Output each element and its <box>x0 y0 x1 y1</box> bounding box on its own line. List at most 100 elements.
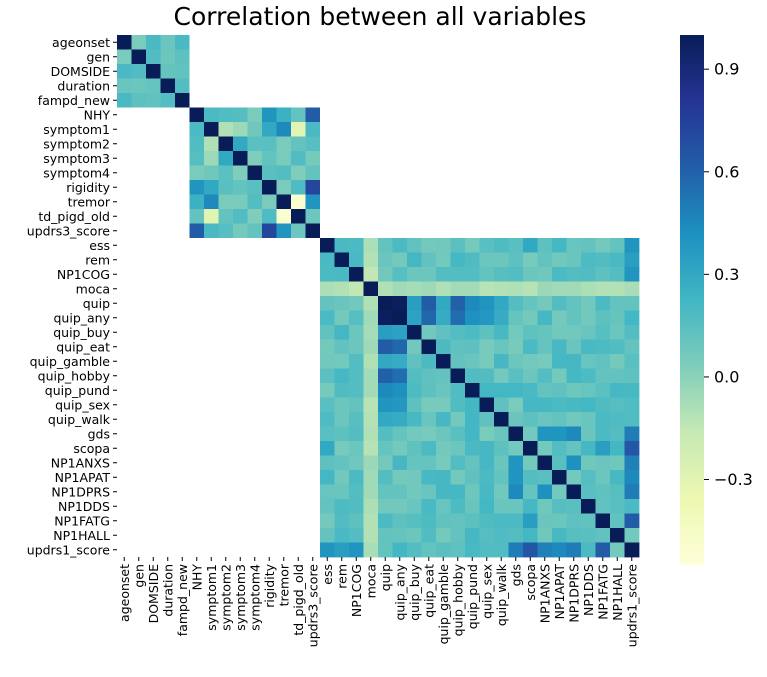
heatmap-cell <box>450 238 466 253</box>
heatmap-cell <box>175 252 190 268</box>
heatmap-cell <box>189 354 205 369</box>
heatmap-cell <box>218 223 234 239</box>
colorbar-tick-label: 0.9 <box>714 60 739 79</box>
heatmap-cell <box>552 354 567 369</box>
x-tick-label: updrs3_score <box>305 564 320 648</box>
heatmap-cell <box>624 223 640 239</box>
heatmap-cell <box>465 78 480 94</box>
heatmap-cell <box>175 441 190 456</box>
heatmap-cell <box>349 296 364 311</box>
heatmap-cell <box>160 412 176 427</box>
heatmap-cell <box>218 542 234 558</box>
heatmap-cell <box>349 281 364 297</box>
heatmap-cell <box>363 122 379 137</box>
heatmap-cell <box>160 397 176 413</box>
heatmap-cell <box>595 310 611 326</box>
heatmap-cell <box>291 339 306 355</box>
heatmap-cell <box>189 412 205 427</box>
heatmap-cell <box>175 383 190 398</box>
heatmap-cell <box>465 412 480 427</box>
heatmap-cell <box>508 223 524 239</box>
heatmap-cell <box>494 470 509 485</box>
heatmap-cell <box>552 180 567 195</box>
heatmap-cell <box>494 383 509 398</box>
heatmap-cell <box>305 107 321 123</box>
heatmap-cell <box>508 151 524 166</box>
heatmap-cell <box>610 267 625 282</box>
heatmap-cell <box>479 325 495 340</box>
heatmap-cell <box>421 151 437 166</box>
heatmap-cell <box>378 383 393 398</box>
heatmap-cell <box>595 441 611 456</box>
y-tick-label: rem <box>85 252 110 267</box>
heatmap-cell <box>160 107 176 123</box>
heatmap-cell <box>581 325 596 340</box>
x-tick-label: rem <box>334 564 349 589</box>
heatmap-cell <box>407 339 422 355</box>
heatmap-cell <box>421 513 437 529</box>
heatmap-cell <box>392 513 408 529</box>
x-tick-labels: ageonset gen DOMSIDE duration fampd_new NHY sy… <box>117 557 639 648</box>
heatmap-cell <box>276 325 292 340</box>
heatmap-cell <box>566 339 582 355</box>
heatmap-cell <box>595 180 611 195</box>
heatmap-cell <box>450 252 466 268</box>
heatmap-cell <box>349 64 364 79</box>
heatmap-cell <box>552 194 567 210</box>
heatmap-cell <box>581 484 596 500</box>
heatmap-cell <box>160 180 176 195</box>
heatmap-cell <box>624 339 640 355</box>
heatmap-cell <box>233 397 248 413</box>
heatmap-cell <box>320 383 335 398</box>
heatmap-cell <box>117 339 132 355</box>
heatmap-cell <box>552 542 567 558</box>
heatmap-cell <box>552 339 567 355</box>
heatmap-cell <box>131 441 147 456</box>
heatmap-cell <box>218 325 234 340</box>
heatmap-cell <box>131 310 147 326</box>
heatmap-cell <box>233 542 248 558</box>
heatmap-cell <box>378 252 393 268</box>
heatmap-cell <box>204 412 219 427</box>
heatmap-cell <box>595 397 611 413</box>
heatmap-cell <box>334 397 350 413</box>
heatmap-cell <box>610 165 625 181</box>
heatmap-cell <box>552 122 567 137</box>
heatmap-cell <box>508 281 524 297</box>
heatmap-cell <box>363 528 379 543</box>
heatmap-cell <box>160 513 176 529</box>
heatmap-cell <box>146 64 161 79</box>
heatmap-cell <box>117 238 132 253</box>
heatmap-cell <box>392 238 408 253</box>
heatmap-cell <box>407 325 422 340</box>
heatmap-cell <box>450 310 466 326</box>
heatmap-cell <box>523 325 538 340</box>
heatmap-cell <box>595 325 611 340</box>
heatmap-cell <box>436 107 451 123</box>
heatmap-cell <box>291 441 306 456</box>
heatmap-cell <box>160 238 176 253</box>
heatmap-cell <box>450 426 466 442</box>
heatmap-cell <box>131 455 147 471</box>
heatmap-cell <box>146 325 161 340</box>
heatmap-cell <box>450 296 466 311</box>
heatmap-cell <box>349 267 364 282</box>
heatmap-cell <box>610 383 625 398</box>
heatmap-cell <box>117 209 132 224</box>
heatmap-cell <box>494 368 509 384</box>
heatmap-cell <box>189 165 205 181</box>
heatmap-cell <box>291 354 306 369</box>
heatmap-cell <box>334 484 350 500</box>
heatmap-cell <box>595 296 611 311</box>
heatmap-cell <box>218 194 234 210</box>
y-tick-label: tremor <box>68 194 111 209</box>
heatmap-cell <box>204 267 219 282</box>
heatmap-cell <box>378 49 393 65</box>
heatmap-cell <box>479 339 495 355</box>
heatmap-cell <box>436 542 451 558</box>
heatmap-cell <box>291 136 306 152</box>
heatmap-cell <box>436 296 451 311</box>
heatmap-cell <box>320 528 335 543</box>
heatmap-cell <box>624 281 640 297</box>
heatmap-cell <box>146 180 161 195</box>
